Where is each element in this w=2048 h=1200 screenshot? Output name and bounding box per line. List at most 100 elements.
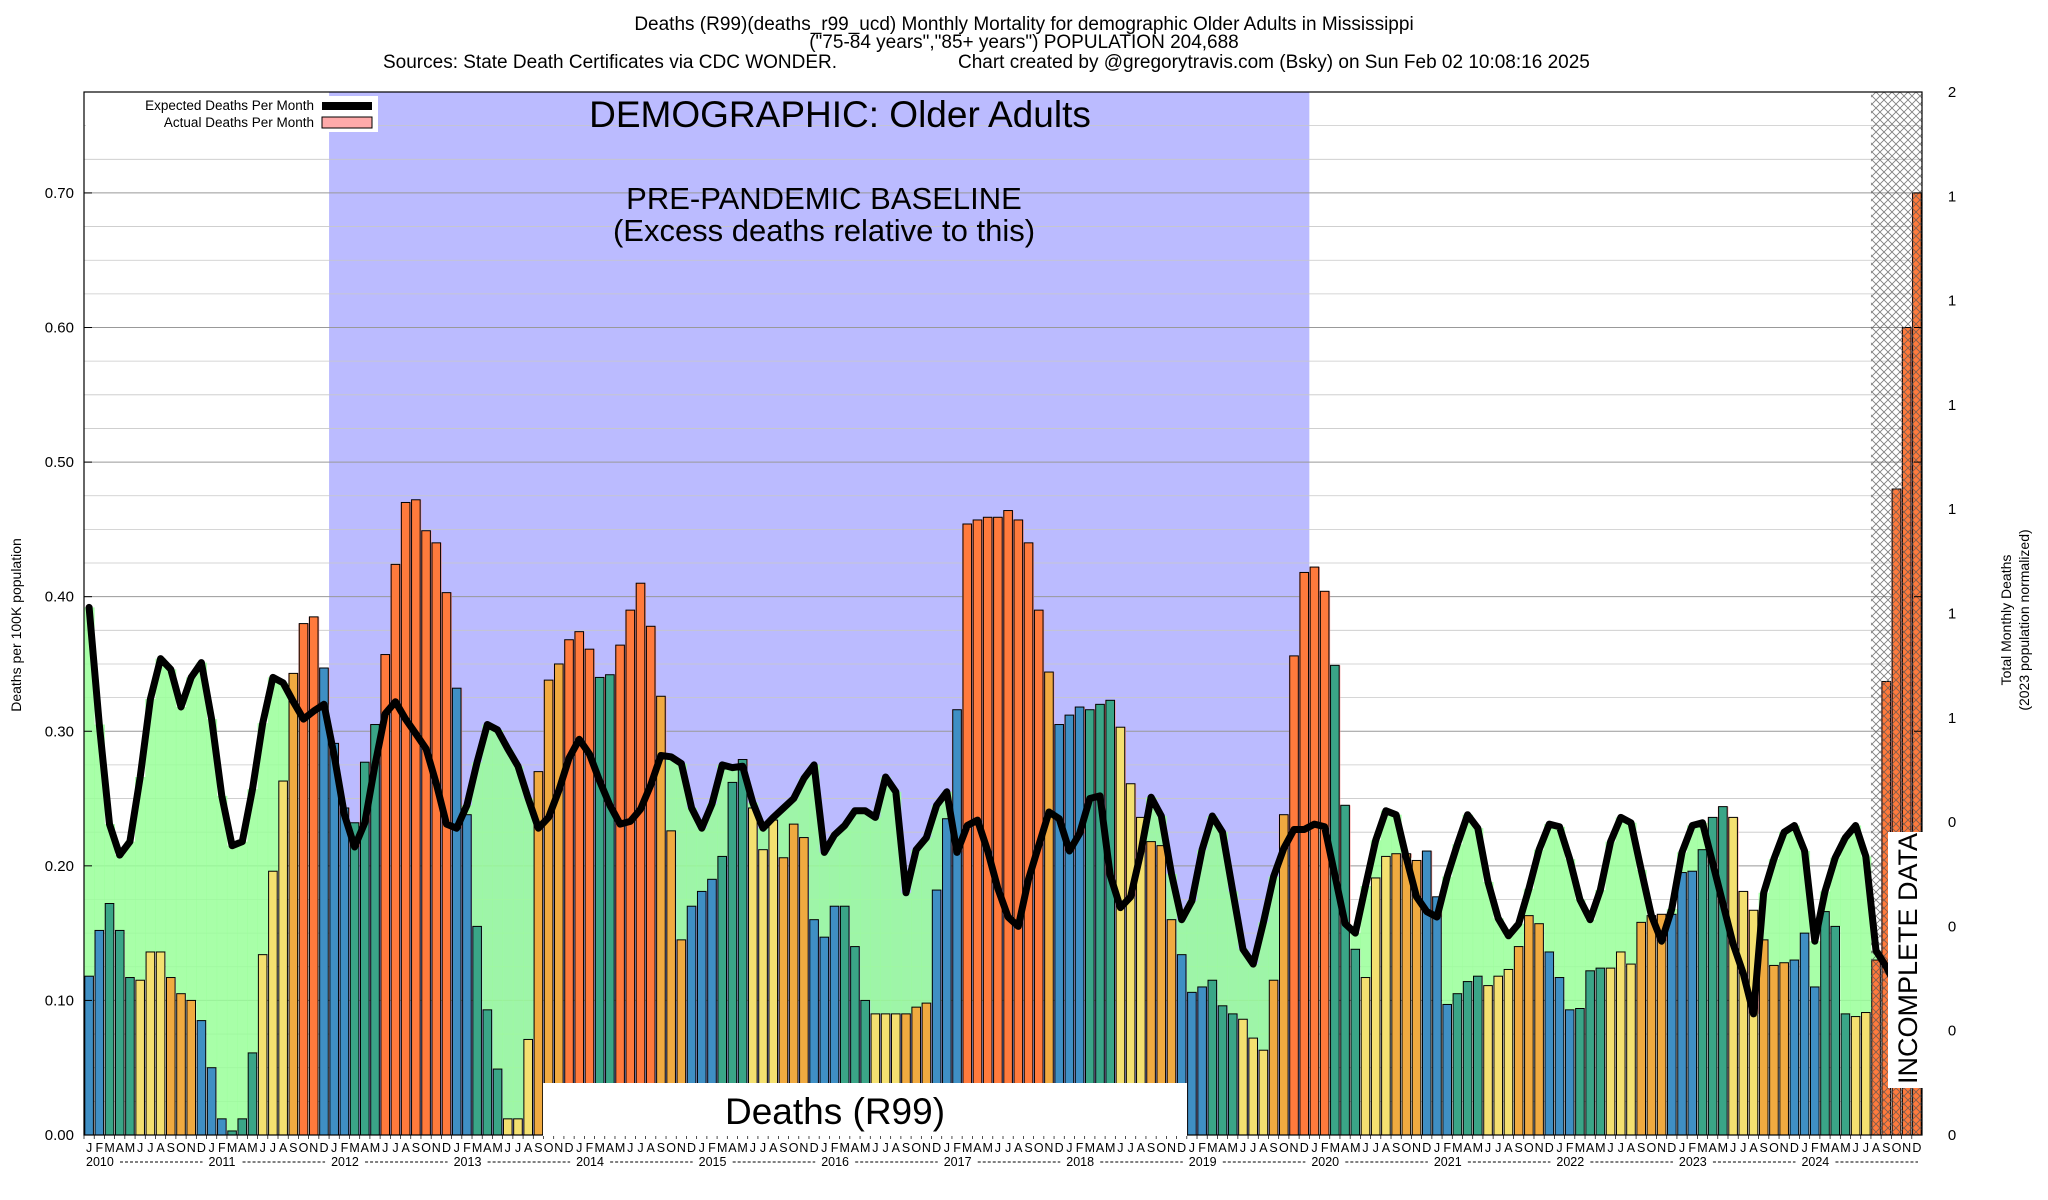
- month-label: O: [299, 1141, 309, 1155]
- actual-bar: [1728, 816, 1738, 1136]
- month-label: A: [1463, 1141, 1472, 1155]
- month-label: J: [627, 1141, 633, 1155]
- excess-segment: [1176, 919, 1188, 955]
- actual-bar: [1442, 1003, 1452, 1136]
- month-label: J: [1117, 1141, 1123, 1155]
- y2-tick-label: 1: [1948, 293, 1956, 310]
- month-label: S: [1024, 1141, 1032, 1155]
- actual-bar: [1554, 977, 1565, 1136]
- month-label: J: [1679, 1141, 1685, 1155]
- actual-bar: [1534, 923, 1544, 1136]
- month-label: A: [1872, 1141, 1881, 1155]
- actual-bar: [400, 501, 411, 1136]
- excess-segment: [1391, 814, 1402, 854]
- actual-bar: [298, 623, 309, 1136]
- month-label: A: [1096, 1141, 1105, 1155]
- actual-bar: [982, 516, 993, 1136]
- excess-segment: [196, 662, 207, 1021]
- year-label: 2021: [1434, 1155, 1462, 1169]
- y-tick-label: 0.70: [45, 185, 74, 202]
- actual-bar: [1473, 975, 1483, 1136]
- excess-segment: [1533, 849, 1545, 924]
- actual-bar: [94, 929, 105, 1136]
- month-label: J: [515, 1141, 521, 1155]
- actual-bar: [1738, 890, 1749, 1136]
- month-label: F: [1198, 1141, 1206, 1155]
- excess-segment: [1595, 890, 1606, 969]
- month-label: J: [1740, 1141, 1746, 1155]
- excess-segment: [911, 849, 922, 1008]
- excess-segment: [1197, 849, 1208, 987]
- month-label: A: [483, 1141, 492, 1155]
- chart-title: Deaths (R99)(deaths_r99_ucd) Monthly Mor…: [634, 14, 1413, 35]
- month-label: M: [840, 1141, 850, 1155]
- actual-bar: [206, 1067, 217, 1136]
- baseline-sublabel: (Excess deaths relative to this): [613, 213, 1035, 248]
- month-label: A: [116, 1141, 125, 1155]
- month-label: N: [187, 1141, 196, 1155]
- month-label: J: [270, 1141, 276, 1155]
- actual-bar: [1636, 921, 1647, 1136]
- actual-bar: [451, 687, 462, 1136]
- month-label: J: [1240, 1141, 1246, 1155]
- y2-tick-label: 0: [1948, 1127, 1956, 1144]
- excess-segment: [482, 724, 493, 1010]
- y2-tick-label: 1: [1948, 188, 1956, 205]
- month-label: A: [769, 1141, 778, 1155]
- year-label: 2019: [1189, 1155, 1217, 1169]
- actual-bar: [1432, 896, 1442, 1136]
- actual-bar: [1258, 1049, 1269, 1136]
- y2-tick-label: 1: [1948, 606, 1956, 623]
- month-label: A: [1504, 1141, 1513, 1155]
- excess-segment: [686, 807, 698, 907]
- actual-bar: [1667, 913, 1677, 1136]
- actual-bar: [1615, 951, 1626, 1136]
- actual-bar: [1360, 977, 1371, 1136]
- month-label: A: [1709, 1141, 1718, 1155]
- actual-deaths-bars: [84, 192, 1922, 1136]
- actual-bar: [1187, 991, 1197, 1136]
- year-label: 2017: [944, 1155, 972, 1169]
- excess-segment: [778, 807, 789, 858]
- expected-deaths-line-group: [85, 603, 1921, 1018]
- actual-bar: [993, 516, 1003, 1136]
- month-label: J: [1607, 1141, 1613, 1155]
- actual-bar: [1197, 986, 1207, 1136]
- actual-bar: [513, 1118, 523, 1136]
- month-label: F: [586, 1141, 594, 1155]
- actual-bar: [1850, 1016, 1861, 1136]
- excess-segment: [757, 828, 769, 850]
- cause-label-box: [543, 1083, 1187, 1136]
- month-label: J: [1128, 1141, 1134, 1155]
- excess-segment: [788, 798, 800, 825]
- excess-segment: [1605, 841, 1617, 969]
- month-label: S: [1760, 1141, 1768, 1155]
- month-label: M: [1473, 1141, 1483, 1155]
- month-label: A: [401, 1141, 410, 1155]
- month-label: N: [1044, 1141, 1053, 1155]
- actual-bar: [1401, 853, 1412, 1136]
- baseline-label: PRE-PANDEMIC BASELINE: [626, 181, 1022, 216]
- month-label: S: [289, 1141, 297, 1155]
- actual-bar: [615, 644, 625, 1136]
- actual-bar: [1840, 1013, 1851, 1136]
- chart-subtitle: ("75-84 years","85+ years") POPULATION 2…: [809, 32, 1239, 53]
- month-label: M: [227, 1141, 237, 1155]
- month-label: M: [982, 1141, 992, 1155]
- actual-bar: [1064, 714, 1075, 1136]
- month-label: D: [932, 1141, 941, 1155]
- excess-segment: [870, 817, 881, 1014]
- excess-segment: [1186, 900, 1198, 993]
- cause-label: Deaths (R99): [725, 1091, 945, 1132]
- excess-segment: [1768, 859, 1780, 966]
- month-label: A: [892, 1141, 901, 1155]
- month-label: O: [789, 1141, 799, 1155]
- month-label: A: [1259, 1141, 1268, 1155]
- y-tick-label: 0.50: [45, 454, 74, 471]
- month-label: J: [1189, 1141, 1195, 1155]
- month-label: A: [606, 1141, 615, 1155]
- month-label: M: [349, 1141, 359, 1155]
- month-label: S: [1392, 1141, 1400, 1155]
- incomplete-label-box: [1888, 832, 1924, 1088]
- month-label: D: [1545, 1141, 1554, 1155]
